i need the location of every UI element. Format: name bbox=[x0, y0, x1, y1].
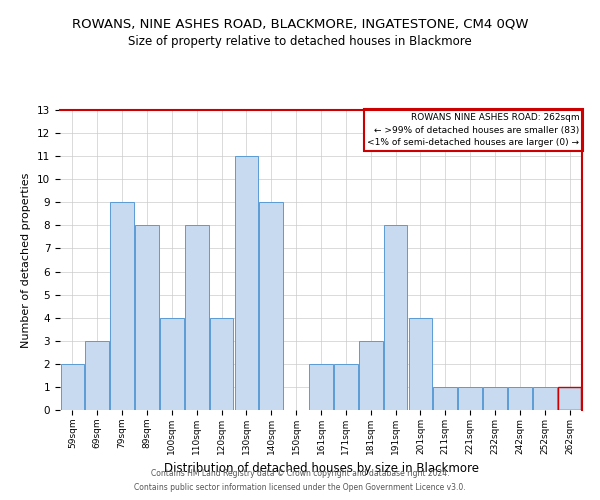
Bar bbox=[508, 387, 532, 410]
Text: ROWANS NINE ASHES ROAD: 262sqm
← >99% of detached houses are smaller (83)
<1% of: ROWANS NINE ASHES ROAD: 262sqm ← >99% of… bbox=[367, 113, 580, 147]
Bar bbox=[235, 156, 258, 410]
Bar bbox=[135, 226, 159, 410]
Bar bbox=[384, 226, 407, 410]
Bar bbox=[533, 387, 557, 410]
Y-axis label: Number of detached properties: Number of detached properties bbox=[22, 172, 31, 348]
Bar bbox=[409, 318, 432, 410]
Text: Size of property relative to detached houses in Blackmore: Size of property relative to detached ho… bbox=[128, 35, 472, 48]
Bar bbox=[61, 364, 84, 410]
Bar bbox=[210, 318, 233, 410]
Bar bbox=[334, 364, 358, 410]
Bar bbox=[359, 341, 383, 410]
Bar bbox=[558, 387, 581, 410]
X-axis label: Distribution of detached houses by size in Blackmore: Distribution of detached houses by size … bbox=[163, 462, 479, 475]
Bar bbox=[85, 341, 109, 410]
Bar bbox=[110, 202, 134, 410]
Bar bbox=[185, 226, 209, 410]
Text: ROWANS, NINE ASHES ROAD, BLACKMORE, INGATESTONE, CM4 0QW: ROWANS, NINE ASHES ROAD, BLACKMORE, INGA… bbox=[72, 18, 528, 30]
Bar bbox=[309, 364, 333, 410]
Text: Contains public sector information licensed under the Open Government Licence v3: Contains public sector information licen… bbox=[134, 484, 466, 492]
Bar bbox=[259, 202, 283, 410]
Bar bbox=[483, 387, 507, 410]
Bar bbox=[458, 387, 482, 410]
Text: Contains HM Land Registry data © Crown copyright and database right 2024.: Contains HM Land Registry data © Crown c… bbox=[151, 468, 449, 477]
Bar bbox=[160, 318, 184, 410]
Bar bbox=[433, 387, 457, 410]
